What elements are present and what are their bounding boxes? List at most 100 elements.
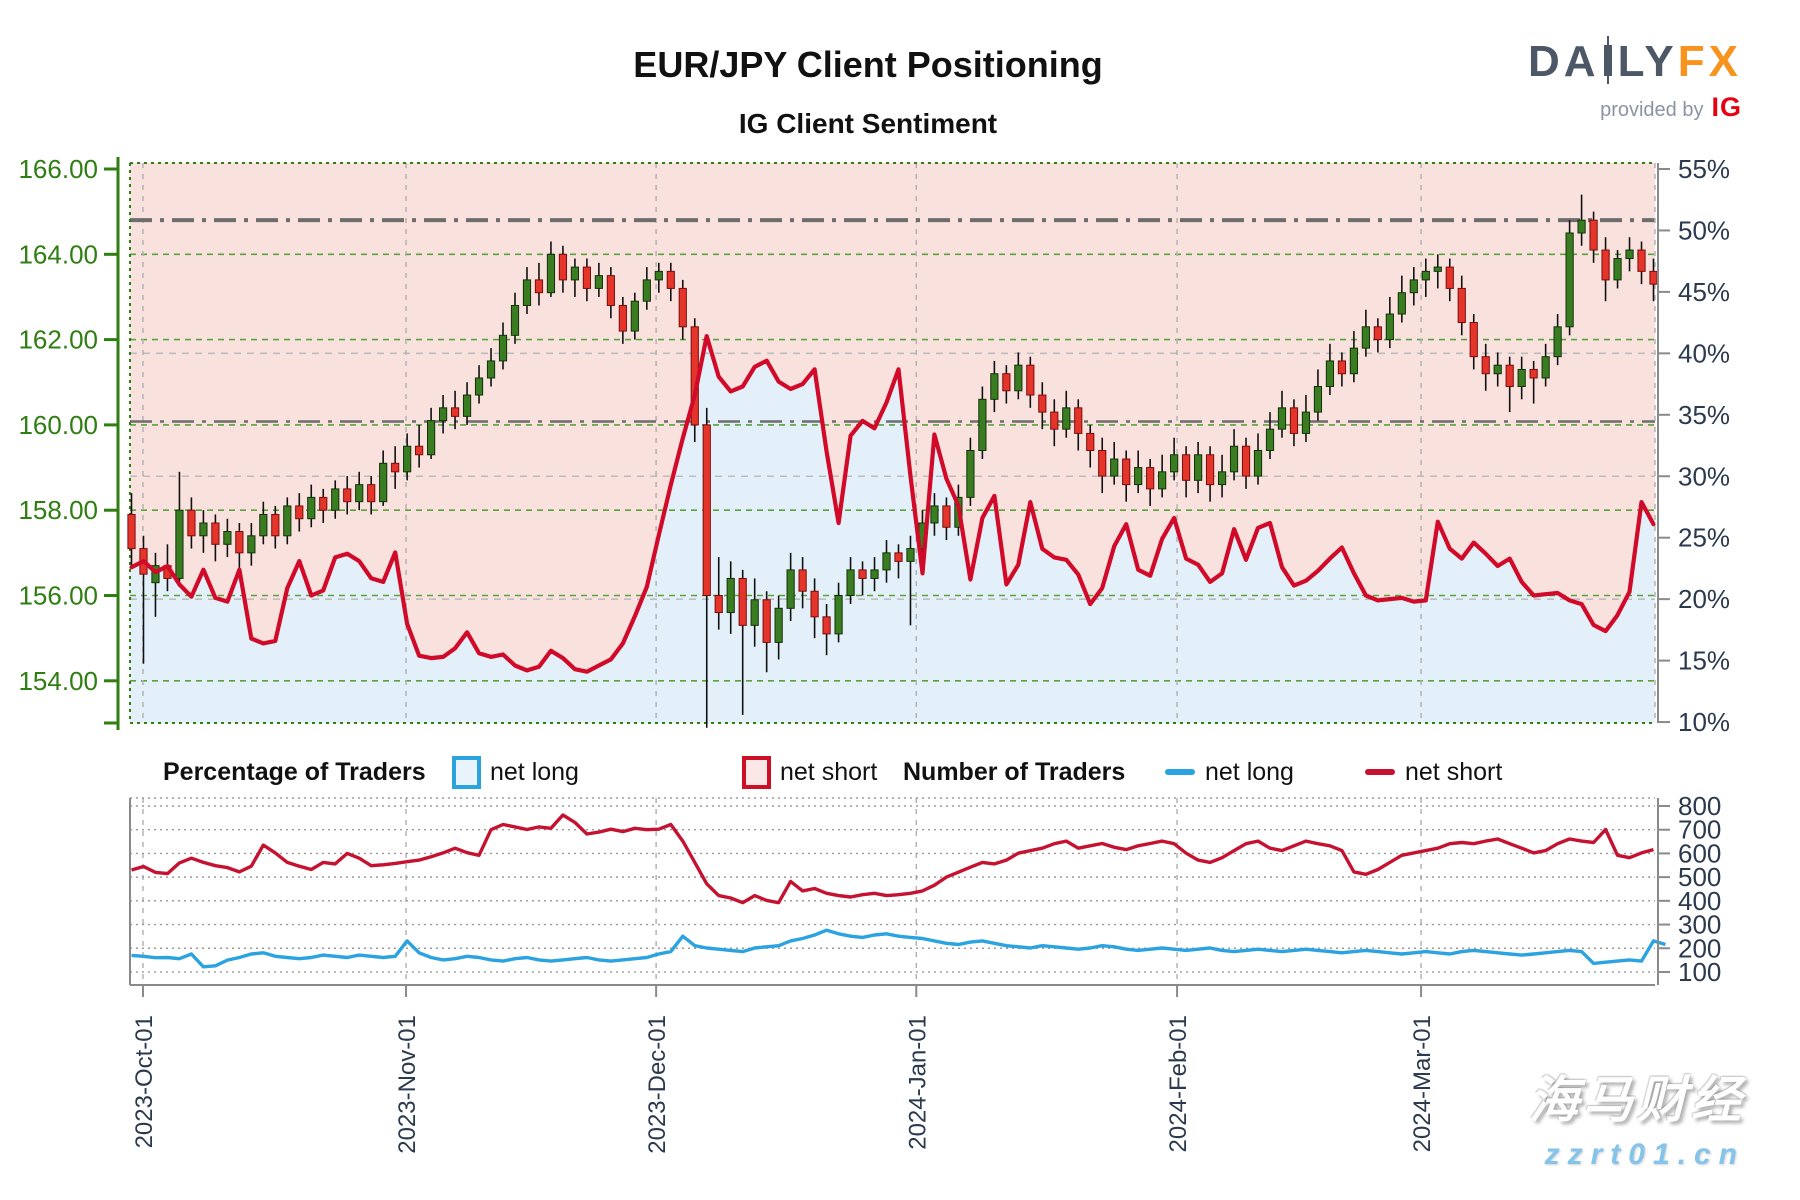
candle-down <box>1649 270 1658 285</box>
legend-count-net-short: net short <box>1365 754 1502 790</box>
candle-up <box>654 270 663 281</box>
candle-up <box>882 552 891 571</box>
candle-up <box>1158 471 1167 490</box>
candle-up <box>774 607 783 643</box>
provided-by-text: provided by <box>1600 99 1704 121</box>
candle-down <box>798 569 807 592</box>
candle-up <box>1313 386 1323 413</box>
chart-subtitle: IG Client Sentiment <box>738 108 998 139</box>
candle-down <box>810 590 819 618</box>
candle-up <box>906 548 915 562</box>
legend-pct-net-long-label: net long <box>490 757 579 786</box>
candle-up <box>1301 411 1311 434</box>
candle-up <box>1553 326 1562 358</box>
count-axis-label: 200 <box>1678 933 1721 963</box>
count-axis-label: 500 <box>1678 862 1721 892</box>
candle-up <box>259 513 268 537</box>
candle-down <box>1505 364 1514 388</box>
date-axis-label: 2023-Oct-01 <box>131 1015 158 1148</box>
candle-up <box>570 266 580 281</box>
candle-up <box>331 488 340 511</box>
page-title: EUR/JPY Client Positioning <box>633 44 1103 85</box>
candle-up <box>223 531 232 545</box>
candle-down <box>702 424 711 596</box>
candle-down <box>762 599 771 643</box>
percent-axis-label: 35% <box>1678 400 1730 430</box>
candle-up <box>1265 428 1275 451</box>
net-long-area-swatch-icon <box>452 755 481 789</box>
candle-up <box>1409 279 1418 294</box>
date-axis-label: 2023-Dec-01 <box>644 1015 671 1154</box>
percent-axis-label: 50% <box>1678 215 1730 245</box>
candle-down <box>1182 454 1191 481</box>
legend-count-net-short-label: net short <box>1405 757 1503 786</box>
candle-up <box>1613 258 1622 281</box>
candle-up <box>630 300 639 332</box>
candle-up <box>1421 270 1430 281</box>
candle-up <box>846 569 855 596</box>
candle-up <box>1349 347 1358 375</box>
candle-down <box>558 253 568 281</box>
candle-up <box>726 577 735 614</box>
candle-up <box>510 304 520 336</box>
price-axis-left: 166.00 164.00 162.00 160.00 158.00 156.00 154.… <box>18 154 120 730</box>
candle-up <box>1517 368 1526 388</box>
percent-axis-label: 25% <box>1678 523 1730 553</box>
candle-up <box>438 407 448 422</box>
net-long-count-line <box>131 928 1666 969</box>
count-axis-label: 800 <box>1678 791 1721 821</box>
candle-up <box>474 377 484 396</box>
candle-up <box>486 360 496 379</box>
candle-down <box>415 445 424 456</box>
candle-down <box>1337 360 1347 375</box>
price-axis-label: 158.00 <box>18 495 98 525</box>
candle-down <box>858 569 867 579</box>
candle-down <box>343 488 352 503</box>
candle-down <box>1289 407 1299 434</box>
candle-up <box>379 462 388 503</box>
legend-pct-net-short: net short <box>742 754 877 790</box>
candle-up <box>1277 407 1287 430</box>
candle-up <box>870 569 879 579</box>
logo-text-fx: FX <box>1677 37 1742 86</box>
sentiment-area-fills <box>130 163 1655 723</box>
candle-up <box>1433 266 1442 272</box>
dailyfx-wordmark: DA LYFX <box>1528 36 1742 86</box>
candlestick-icon <box>1603 36 1612 84</box>
candle-down <box>582 266 592 289</box>
count-axis-label: 300 <box>1678 910 1721 940</box>
candle-down <box>319 496 328 511</box>
date-axis-label: 2024-Jan-01 <box>904 1015 931 1150</box>
candle-down <box>1050 411 1059 430</box>
candle-up <box>1385 313 1394 341</box>
candle-down <box>1146 467 1155 490</box>
date-axis-label: 2024-Feb-01 <box>1165 1015 1192 1152</box>
date-axis-label: 2024-Mar-01 <box>1409 1015 1436 1152</box>
price-axis-label: 160.00 <box>18 410 98 440</box>
price-axis-label: 164.00 <box>18 239 98 269</box>
price-axis-label: 156.00 <box>18 581 98 611</box>
candle-down <box>666 270 675 289</box>
candle-up <box>1565 232 1574 328</box>
candle-up <box>1134 467 1143 486</box>
candle-up <box>978 398 987 451</box>
candle-up <box>1397 292 1406 315</box>
candle-down <box>738 577 747 626</box>
candle-down <box>1589 219 1598 251</box>
candle-up <box>930 505 939 524</box>
candle-up <box>1014 364 1023 392</box>
legend-count-net-long: net long <box>1165 754 1294 790</box>
net-short-line-swatch-icon <box>1365 769 1395 775</box>
candle-up <box>1110 458 1119 477</box>
candle-up <box>786 569 795 609</box>
ig-logo: IG <box>1711 92 1742 122</box>
count-axis-label: 100 <box>1678 957 1721 987</box>
legend-pct-net-long: net long <box>452 754 579 790</box>
logo-tagline: provided by IG <box>1528 94 1742 121</box>
candle-down <box>1457 287 1466 324</box>
candle-down <box>1637 249 1646 272</box>
net-short-area-swatch-icon <box>742 755 771 789</box>
candle-down <box>1098 449 1107 477</box>
candle-up <box>990 373 999 400</box>
